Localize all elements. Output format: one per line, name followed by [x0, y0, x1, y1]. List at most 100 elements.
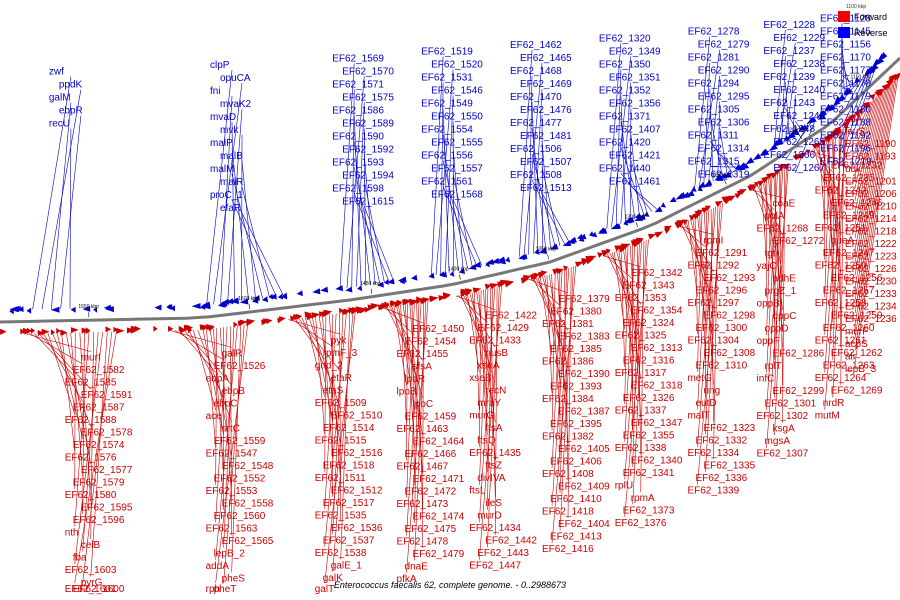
forward-gene-connector: [854, 101, 872, 151]
forward-gene-connector: [620, 249, 626, 367]
reverse-gene-arrow: [296, 290, 303, 297]
forward-gene-label: adhE: [773, 274, 797, 285]
reverse-gene-label: EF62_1507: [520, 157, 572, 168]
forward-gene-connector: [82, 331, 113, 584]
forward-gene-connector: [42, 332, 83, 402]
reverse-gene-connector: [611, 56, 632, 228]
reverse-gene-arrow: [854, 77, 861, 84]
forward-gene-arrow: [338, 307, 344, 314]
reverse-gene-arrow: [345, 286, 353, 293]
reverse-gene-label: EF62_1590: [332, 131, 384, 142]
reverse-gene-label: EF62_1556: [421, 151, 473, 162]
reverse-gene-connector: [698, 49, 721, 189]
forward-gene-label: lpoB: [397, 386, 417, 397]
scale-tick-mark: [547, 254, 550, 260]
forward-gene-connector: [324, 311, 356, 584]
reverse-gene-label: EF62_1465: [520, 53, 572, 64]
reverse-gene-connector: [630, 160, 648, 214]
forward-gene-label: EF62_1316: [623, 355, 675, 366]
forward-gene-arrow: [875, 88, 882, 95]
scale-tick-label: 1150 kbp: [851, 75, 871, 81]
reverse-gene-label: EF62_1240: [773, 85, 825, 96]
forward-gene-connector: [854, 88, 886, 264]
forward-gene-connector: [202, 329, 224, 435]
reverse-gene-label: mvaD: [210, 112, 236, 123]
forward-gene-arrow: [714, 200, 723, 207]
forward-gene-arrow: [663, 228, 671, 234]
reverse-gene-label: malR: [220, 177, 243, 188]
reverse-gene-connector: [431, 56, 444, 276]
forward-gene-arrow: [20, 328, 26, 335]
forward-gene-label: EF62_1404: [558, 519, 610, 530]
forward-gene-arrow: [233, 321, 238, 328]
forward-gene-connector: [197, 329, 232, 423]
reverse-gene-label: EF62_1267: [773, 163, 825, 174]
forward-gene-arrow: [367, 304, 376, 311]
forward-gene-label: nth: [65, 528, 79, 539]
scale-tick-label: 1200 kbp: [787, 127, 808, 133]
forward-gene-label: EF62_1515: [315, 435, 367, 446]
forward-gene-arrow: [635, 239, 644, 245]
forward-gene-label: mgsA: [765, 436, 791, 447]
reverse-gene-label: EF62_1243: [763, 98, 815, 109]
forward-gene-arrow: [688, 215, 696, 221]
reverse-gene-connector: [440, 82, 444, 275]
forward-gene-connector: [404, 303, 415, 448]
reverse-gene-arrow: [15, 305, 21, 312]
reverse-gene-arrow: [578, 236, 585, 242]
forward-gene-connector: [624, 241, 642, 480]
forward-gene-label: EF62_1563: [206, 523, 258, 534]
forward-gene-arrow: [854, 111, 860, 118]
forward-gene-connector: [215, 325, 238, 560]
forward-gene-arrow: [721, 195, 731, 203]
reverse-gene-arrow: [50, 306, 60, 313]
forward-gene-label: pheT: [214, 584, 237, 595]
forward-gene-arrow: [815, 142, 822, 149]
forward-gene-connector: [422, 301, 424, 548]
forward-gene-label: EF62_1565: [222, 536, 274, 547]
forward-gene-arrow: [773, 168, 782, 176]
reverse-gene-arrow: [217, 301, 226, 308]
reverse-gene-arrow: [697, 185, 703, 192]
forward-gene-connector: [551, 267, 570, 506]
forward-gene-label: EF62_1297: [687, 298, 739, 309]
forward-gene-connector: [537, 277, 561, 344]
forward-gene-arrow: [41, 328, 50, 335]
reverse-gene-label: EF62_1594: [342, 170, 394, 181]
forward-gene-label: EF62_1560: [214, 511, 266, 522]
scale-tick-mark: [635, 222, 639, 228]
reverse-gene-label: EF62_1593: [332, 157, 384, 168]
forward-gene-connector: [398, 304, 415, 411]
reverse-gene-label: mvaK2: [220, 99, 252, 110]
forward-gene-label: EF62_1325: [615, 330, 667, 341]
reverse-gene-connector: [353, 141, 371, 285]
forward-gene-arrow: [811, 143, 817, 149]
reverse-gene-label: EF62_1156: [820, 39, 871, 50]
reverse-gene-arrow: [865, 67, 875, 77]
forward-gene-arrow: [552, 269, 561, 275]
forward-gene-label: galK: [323, 573, 343, 584]
reverse-gene-label: malB: [220, 151, 243, 162]
reverse-gene-arrow: [698, 181, 706, 188]
forward-gene-label: EF62_1257: [823, 286, 875, 297]
forward-gene-connector: [74, 331, 103, 565]
reverse-gene-connector: [541, 140, 551, 250]
reverse-gene-arrow: [843, 88, 851, 95]
reverse-gene-label: EF62_1550: [431, 112, 483, 123]
forward-gene-label: EF62_1553: [206, 486, 258, 497]
forward-gene-label: pyrG: [81, 578, 103, 589]
forward-gene-arrow: [318, 311, 325, 318]
reverse-gene-arrow: [282, 292, 288, 299]
forward-gene-connector: [414, 300, 427, 561]
reverse-gene-arrow: [589, 231, 595, 237]
forward-gene-connector: [854, 83, 891, 301]
reverse-gene-label: EF62_1295: [698, 92, 750, 103]
reverse-gene-arrow: [752, 153, 762, 161]
forward-gene-arrow: [467, 288, 473, 294]
forward-gene-connector: [697, 215, 714, 347]
reverse-gene-arrow: [801, 124, 809, 131]
forward-gene-label: galT: [315, 584, 334, 595]
scale-tick-label: 1300 kbp: [625, 215, 646, 221]
forward-gene-connector: [483, 289, 496, 460]
reverse-gene-connector: [533, 88, 543, 254]
